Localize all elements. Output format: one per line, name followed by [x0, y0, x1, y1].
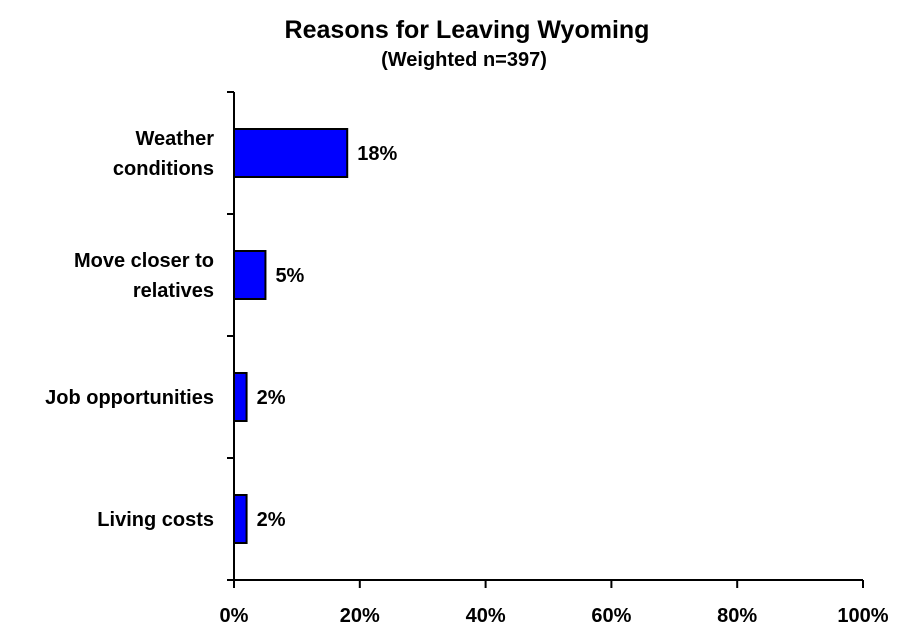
category-label-1-line-1: Weather — [135, 128, 214, 150]
chart-title: Reasons for Leaving Wyoming — [285, 16, 650, 44]
bar-1 — [233, 128, 349, 178]
category-label-4-line-1: Living costs — [97, 509, 214, 531]
bar-2 — [233, 250, 267, 300]
chart-subtitle: (Weighted n=397) — [381, 49, 547, 71]
category-label-2-line-2: relatives — [133, 280, 214, 302]
data-label-4: 2% — [257, 509, 286, 531]
data-label-2: 5% — [275, 265, 304, 287]
bar-4 — [233, 494, 248, 544]
bar-3 — [233, 372, 248, 422]
category-label-3-line-1: Job opportunities — [45, 387, 214, 409]
data-label-1: 18% — [357, 143, 397, 165]
x-tick-label-5: 80% — [717, 605, 757, 627]
x-tick-label-3: 40% — [466, 605, 506, 627]
category-label-2-line-1: Move closer to — [74, 250, 214, 272]
data-label-3: 2% — [257, 387, 286, 409]
category-label-1-line-2: conditions — [113, 158, 214, 180]
x-tick-label-4: 60% — [591, 605, 631, 627]
x-tick-label-1: 0% — [220, 605, 249, 627]
x-tick-label-6: 100% — [837, 605, 888, 627]
x-tick-label-2: 20% — [340, 605, 380, 627]
plot-area: Weather conditions 18% Move closer to relati… — [45, 91, 889, 627]
